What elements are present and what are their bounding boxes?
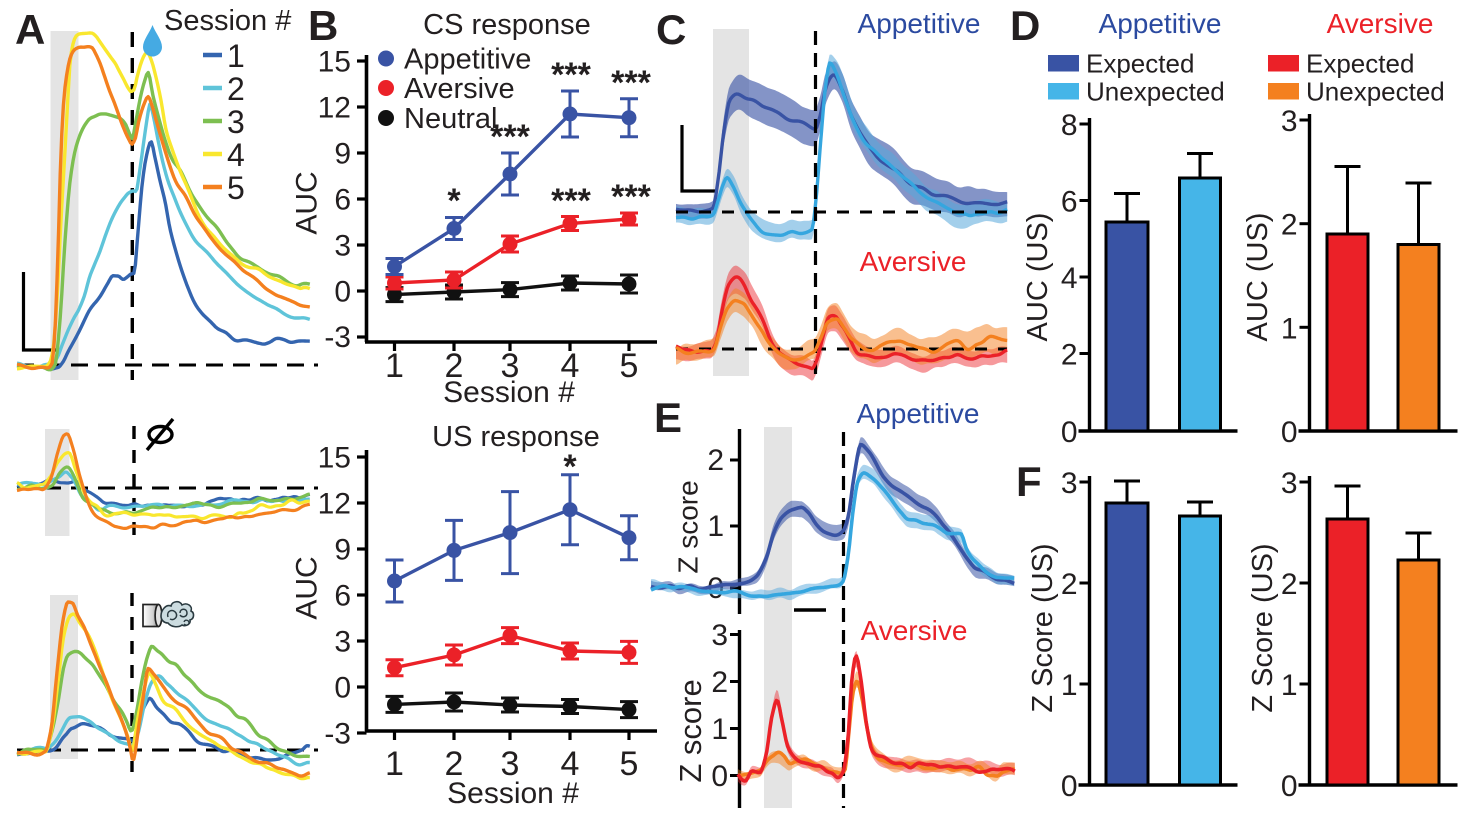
svg-text:4: 4 [1061,262,1078,295]
svg-text:*: * [563,448,577,486]
svg-text:***: *** [551,56,591,94]
svg-text:Session #: Session # [443,376,575,409]
svg-text:1: 1 [711,713,728,746]
svg-text:2: 2 [1281,209,1298,242]
svg-text:***: *** [551,182,591,220]
svg-text:A: A [15,6,45,53]
svg-text:Z Score (US): Z Score (US) [1027,543,1059,712]
svg-text:0: 0 [334,672,351,705]
svg-text:Expected: Expected [1306,49,1414,79]
svg-text:9: 9 [334,534,351,567]
svg-text:Unexpected: Unexpected [1306,77,1445,107]
svg-text:Z Score (US): Z Score (US) [1247,543,1279,712]
svg-text:Aversive: Aversive [860,246,967,277]
svg-text:15: 15 [318,442,351,475]
svg-text:Appetitive: Appetitive [857,398,980,429]
svg-text:***: *** [490,118,530,156]
svg-text:15: 15 [318,46,351,79]
svg-text:US response: US response [432,421,600,453]
svg-text:1: 1 [1281,669,1298,702]
svg-text:Appetitive: Appetitive [1099,8,1222,39]
svg-text:12: 12 [318,488,351,521]
svg-text:2: 2 [445,347,464,385]
svg-text:B: B [308,2,338,49]
svg-text:CS response: CS response [423,9,591,41]
svg-text:0: 0 [1061,770,1078,803]
svg-text:Unexpected: Unexpected [1086,77,1225,107]
svg-text:6: 6 [334,580,351,613]
svg-text:2: 2 [707,444,724,477]
svg-text:6: 6 [334,184,351,217]
svg-text:0: 0 [1061,416,1078,449]
svg-text:3: 3 [227,104,245,140]
svg-text:AUC: AUC [291,171,324,234]
svg-text:2: 2 [1061,568,1078,601]
svg-text:5: 5 [620,347,639,385]
svg-text:1: 1 [385,347,404,385]
svg-text:3: 3 [334,230,351,263]
svg-text:Aversive: Aversive [404,73,515,105]
svg-text:1: 1 [227,38,245,74]
svg-text:3: 3 [711,619,728,652]
svg-text:6: 6 [1061,186,1078,219]
svg-text:D: D [1010,2,1040,49]
svg-text:4: 4 [561,745,580,783]
svg-text:2: 2 [227,71,245,107]
svg-text:3: 3 [501,347,520,385]
svg-text:1: 1 [1281,312,1298,345]
svg-text:0: 0 [1281,416,1298,449]
svg-text:Appetitive: Appetitive [404,44,531,76]
svg-text:-3: -3 [324,718,351,751]
svg-text:Z score: Z score [673,480,704,573]
svg-text:5: 5 [227,170,245,206]
svg-text:AUC: AUC [291,556,324,619]
svg-text:9: 9 [334,138,351,171]
svg-text:1: 1 [1061,669,1078,702]
svg-text:5: 5 [620,745,639,783]
svg-text:3: 3 [1061,467,1078,500]
svg-text:E: E [654,394,682,441]
svg-text:0: 0 [1281,770,1298,803]
svg-text:Neutral: Neutral [404,103,498,135]
svg-text:2: 2 [1281,568,1298,601]
svg-text:3: 3 [334,626,351,659]
svg-text:2: 2 [445,745,464,783]
svg-text:Appetitive: Appetitive [858,8,981,39]
svg-text:*: * [447,182,461,220]
svg-text:0: 0 [711,760,728,793]
svg-text:-3: -3 [324,321,351,354]
svg-text:1: 1 [385,745,404,783]
svg-text:AUC (US): AUC (US) [1242,213,1274,342]
svg-text:AUC (US): AUC (US) [1022,213,1054,342]
svg-text:Expected: Expected [1086,49,1194,79]
svg-text:Aversive: Aversive [1327,8,1434,39]
svg-text:C: C [656,6,686,53]
svg-text:***: *** [611,178,651,216]
svg-text:Session #: Session # [164,5,291,37]
svg-text:2: 2 [1061,339,1078,372]
svg-text:***: *** [611,64,651,102]
svg-text:12: 12 [318,92,351,125]
svg-text:Session #: Session # [447,777,579,810]
svg-text:3: 3 [501,745,520,783]
svg-text:F: F [1016,458,1042,505]
svg-text:2: 2 [711,666,728,699]
svg-text:4: 4 [561,347,580,385]
svg-text:Z score: Z score [673,679,708,782]
svg-text:0: 0 [334,276,351,309]
svg-text:4: 4 [227,137,245,173]
svg-text:3: 3 [1281,467,1298,500]
svg-text:3: 3 [1281,105,1298,138]
svg-text:1: 1 [707,510,724,543]
svg-text:8: 8 [1061,109,1078,142]
svg-text:Aversive: Aversive [861,615,968,646]
